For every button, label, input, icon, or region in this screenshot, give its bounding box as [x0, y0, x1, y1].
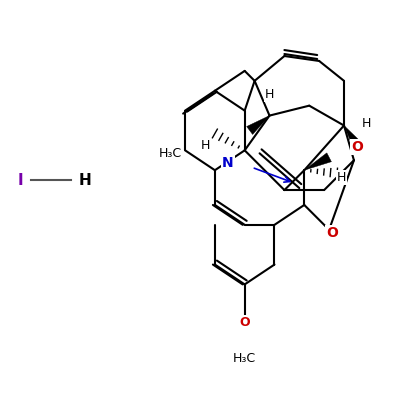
Polygon shape [344, 126, 364, 150]
Text: H₃C: H₃C [159, 147, 182, 160]
Polygon shape [304, 153, 331, 170]
Polygon shape [247, 116, 270, 134]
Text: H₃C: H₃C [233, 352, 256, 365]
Text: H: H [79, 173, 92, 188]
Text: H: H [337, 171, 346, 184]
Text: I: I [18, 173, 23, 188]
Text: H: H [265, 88, 274, 101]
Text: O: O [351, 140, 363, 154]
Text: N: N [222, 156, 234, 170]
Text: H: H [200, 139, 210, 152]
Text: O: O [326, 226, 338, 240]
Text: O: O [239, 316, 250, 329]
Text: H: H [362, 117, 371, 130]
